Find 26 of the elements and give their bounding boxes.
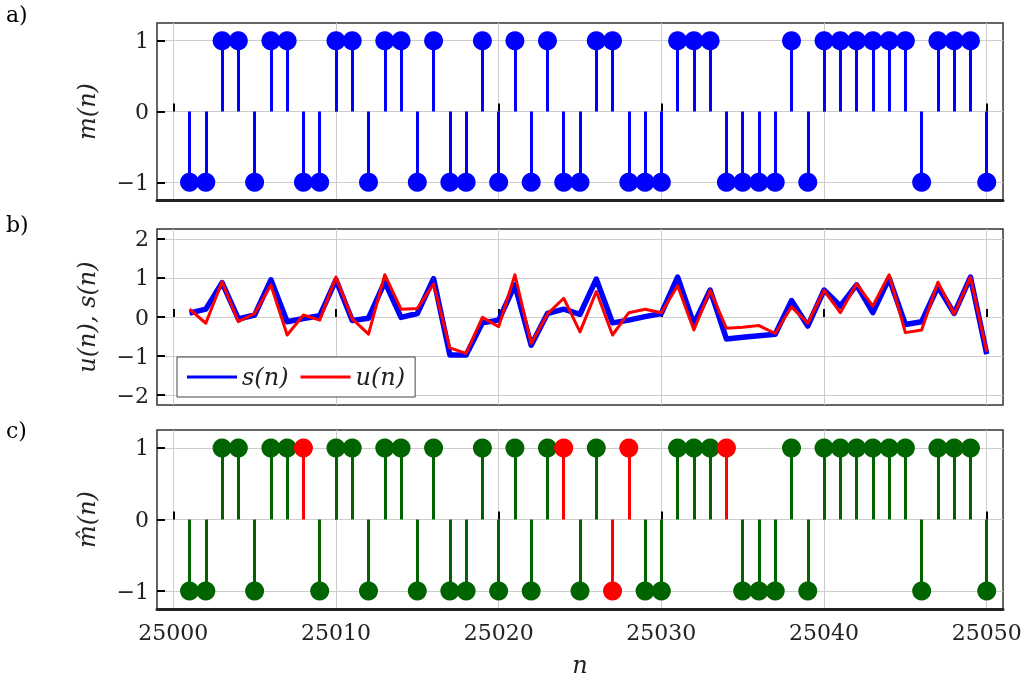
y-tick-label: −1: [116, 343, 149, 369]
text: a): [6, 2, 28, 27]
y-tick-label: 1: [135, 435, 149, 461]
y-axis-title: m̂(n): [73, 491, 101, 548]
y-tick-label: 1: [135, 28, 149, 54]
x-tick-label: 25000: [138, 619, 209, 645]
x-tick-label: 25010: [300, 619, 371, 645]
y-tick-label: −2: [116, 382, 149, 408]
x-tick-label: 25040: [789, 619, 860, 645]
y-axis-title: m(n): [73, 83, 101, 140]
y-tick-label: 1: [135, 265, 149, 291]
y-tick-label: 0: [135, 99, 149, 124]
text: c): [6, 418, 27, 443]
y-tick-label: 2: [135, 226, 149, 252]
y-tick-label: −1: [116, 169, 149, 195]
x-tick-label: 25050: [951, 619, 1022, 645]
legend-label: s(n): [242, 363, 289, 391]
y-axis-title: u(n), s(n): [73, 261, 101, 373]
y-tick-label: −1: [116, 578, 149, 604]
legend-label: u(n): [355, 363, 406, 391]
y-tick-label: 0: [135, 507, 149, 532]
x-tick-label: 25020: [463, 619, 534, 645]
text: b): [6, 212, 29, 237]
x-tick-label: 25030: [626, 619, 697, 645]
y-tick-label: 0: [135, 304, 149, 330]
x-axis-title: n: [572, 651, 588, 679]
